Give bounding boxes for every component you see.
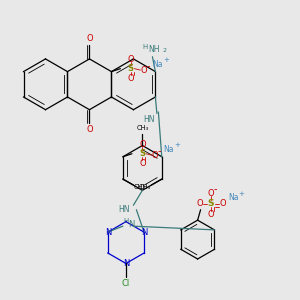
Text: N: N (141, 228, 147, 237)
Text: HN: HN (118, 205, 130, 214)
Text: 2: 2 (163, 48, 167, 53)
Text: S: S (140, 149, 146, 158)
Text: N: N (123, 259, 129, 268)
Text: Na: Na (152, 60, 162, 69)
Text: NH: NH (148, 45, 160, 54)
Text: O: O (219, 199, 226, 208)
Text: Cl: Cl (122, 279, 130, 288)
Text: CH₃: CH₃ (136, 124, 148, 130)
Text: O: O (86, 125, 93, 134)
Text: O: O (196, 199, 203, 208)
Text: O: O (139, 140, 146, 149)
Text: O: O (208, 189, 214, 198)
Text: CH₃: CH₃ (139, 184, 151, 190)
Text: -: - (214, 184, 217, 194)
Text: -: - (146, 61, 150, 70)
Text: HN: HN (143, 115, 154, 124)
Text: O: O (139, 159, 146, 168)
Text: O: O (152, 151, 158, 160)
Text: H: H (142, 44, 148, 50)
Text: +: + (163, 57, 169, 63)
Text: O: O (86, 34, 93, 43)
Text: S: S (208, 199, 214, 208)
Text: S: S (128, 64, 134, 73)
Text: N: N (128, 220, 134, 229)
Text: O: O (140, 66, 147, 75)
Text: O: O (128, 55, 134, 64)
Text: N: N (105, 228, 111, 237)
Text: H: H (123, 218, 128, 224)
Text: O: O (208, 210, 214, 219)
Text: CH₃: CH₃ (134, 184, 146, 190)
Text: Na: Na (164, 145, 174, 154)
Text: Na: Na (228, 193, 239, 202)
Text: -: - (158, 146, 161, 156)
Text: O: O (128, 74, 134, 83)
Text: +: + (238, 191, 244, 197)
Text: +: + (175, 142, 181, 148)
